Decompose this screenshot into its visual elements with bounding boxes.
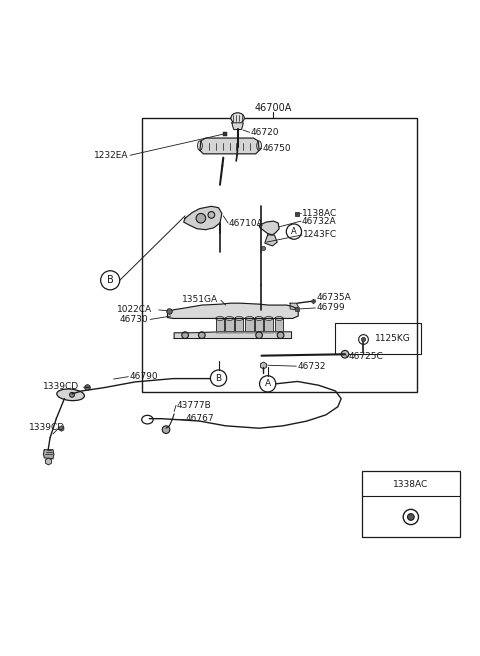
Bar	[245, 318, 254, 333]
Text: B: B	[107, 276, 114, 285]
Circle shape	[182, 332, 189, 338]
Text: 1125KG: 1125KG	[374, 334, 410, 343]
Ellipse shape	[255, 317, 264, 320]
Text: 1243FC: 1243FC	[303, 230, 337, 239]
Polygon shape	[232, 123, 243, 129]
Text: 46799: 46799	[316, 304, 345, 312]
Bar	[142, 118, 417, 392]
Circle shape	[277, 332, 284, 338]
Text: 46720: 46720	[251, 128, 279, 137]
Polygon shape	[200, 138, 259, 154]
Text: A: A	[264, 379, 271, 388]
Polygon shape	[43, 450, 54, 459]
Text: 46732: 46732	[297, 361, 326, 371]
Ellipse shape	[225, 317, 234, 320]
Ellipse shape	[264, 317, 273, 320]
Text: 46790: 46790	[129, 372, 158, 381]
Bar	[255, 318, 264, 333]
Text: 46767: 46767	[186, 414, 214, 423]
Circle shape	[341, 350, 349, 358]
Text: 46730: 46730	[120, 315, 148, 324]
Circle shape	[408, 514, 414, 520]
Text: 1138AC: 1138AC	[302, 209, 337, 218]
Text: 1339CD: 1339CD	[29, 422, 65, 432]
Circle shape	[70, 392, 74, 397]
Text: 43777B: 43777B	[177, 401, 212, 410]
Text: 46725C: 46725C	[349, 352, 384, 361]
Text: 46735A: 46735A	[316, 293, 351, 302]
Text: 46700A: 46700A	[255, 104, 292, 113]
Polygon shape	[168, 303, 298, 318]
Text: B: B	[216, 374, 222, 382]
Bar	[235, 318, 243, 333]
Ellipse shape	[57, 389, 84, 401]
Text: 46732A: 46732A	[302, 216, 336, 226]
Text: 46710A: 46710A	[229, 218, 264, 228]
Text: 1351GA: 1351GA	[182, 295, 218, 304]
Bar	[275, 318, 283, 333]
Ellipse shape	[275, 317, 283, 320]
Bar	[225, 318, 234, 333]
Bar	[216, 318, 224, 333]
Text: A: A	[291, 227, 297, 236]
Polygon shape	[265, 235, 277, 246]
Circle shape	[162, 426, 170, 434]
Ellipse shape	[235, 317, 243, 320]
Bar	[264, 318, 273, 333]
Circle shape	[196, 213, 205, 223]
Polygon shape	[174, 332, 291, 338]
Text: 1338AC: 1338AC	[393, 480, 429, 489]
Circle shape	[208, 211, 215, 218]
Bar	[336, 323, 421, 354]
Polygon shape	[184, 206, 222, 230]
Ellipse shape	[257, 141, 262, 150]
Ellipse shape	[198, 141, 202, 150]
Circle shape	[256, 332, 263, 338]
Text: 1022CA: 1022CA	[117, 305, 152, 314]
Ellipse shape	[245, 317, 254, 320]
Polygon shape	[290, 303, 298, 310]
Text: 1339CD: 1339CD	[43, 382, 80, 391]
Polygon shape	[259, 221, 279, 235]
Text: 46750: 46750	[263, 144, 291, 153]
Circle shape	[199, 332, 205, 338]
Ellipse shape	[231, 113, 244, 123]
Text: 1232EA: 1232EA	[95, 151, 129, 160]
Bar	[362, 471, 459, 537]
Ellipse shape	[216, 317, 224, 320]
